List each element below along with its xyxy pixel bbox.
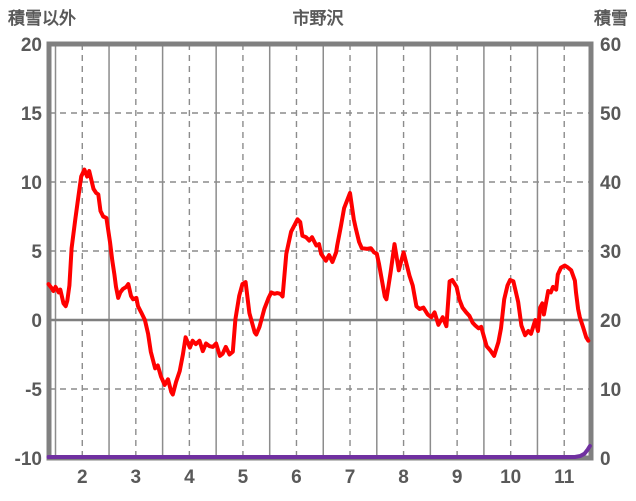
left-axis-tick-label: 0 xyxy=(31,311,42,332)
x-axis-tick-label: 9 xyxy=(452,467,463,488)
chart-title: 市野沢 xyxy=(292,9,344,28)
x-axis-tick-label: 6 xyxy=(291,467,302,488)
x-axis-tick-label: 8 xyxy=(398,467,409,488)
right-axis-tick-label: 0 xyxy=(600,449,611,470)
left-axis-tick-label: 5 xyxy=(31,242,42,263)
snow-depth-series-line xyxy=(46,444,592,459)
x-axis-tick-label: 3 xyxy=(131,467,142,488)
left-axis-tick-label: 20 xyxy=(21,35,42,56)
x-axis-tick-label: 2 xyxy=(77,467,88,488)
right-axis-tick-label: 60 xyxy=(600,35,621,56)
right-axis-tick-label: 20 xyxy=(600,311,621,332)
right-axis-title: 積雪 xyxy=(594,9,628,28)
left-axis-title: 積雪以外 xyxy=(8,9,76,28)
right-axis-tick-label: 30 xyxy=(600,242,621,263)
left-axis-tick-label: -5 xyxy=(25,380,42,401)
left-axis-tick-label: 15 xyxy=(21,104,43,125)
temperature-series-line xyxy=(46,167,591,397)
x-axis-tick-label: 5 xyxy=(238,467,249,488)
x-axis-tick-label: 11 xyxy=(554,467,575,488)
right-axis-tick-label: 40 xyxy=(600,173,621,194)
x-axis-tick-label: 10 xyxy=(500,467,521,488)
left-axis-tick-label: 10 xyxy=(21,173,42,194)
right-axis-tick-label: 10 xyxy=(600,380,621,401)
right-axis-tick-label: 50 xyxy=(600,104,621,125)
x-axis-tick-label: 7 xyxy=(345,467,356,488)
left-axis-tick-label: -10 xyxy=(15,449,42,470)
x-axis-tick-label: 4 xyxy=(184,467,195,488)
